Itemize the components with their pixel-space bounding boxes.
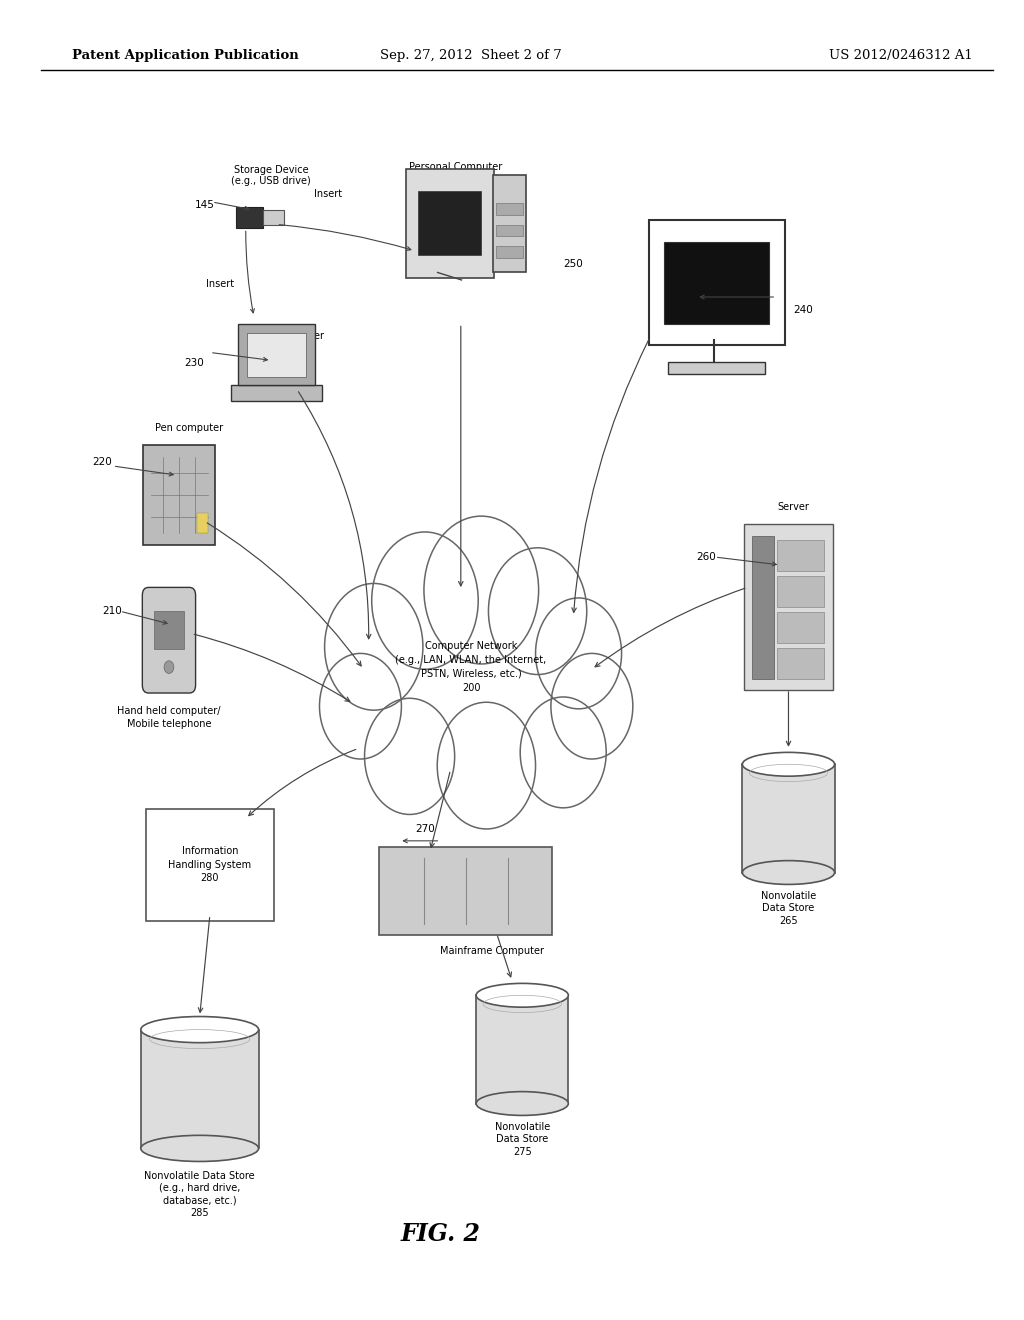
Ellipse shape — [476, 983, 568, 1007]
Text: Information
Handling System
280: Information Handling System 280 — [168, 846, 252, 883]
Text: Sep. 27, 2012  Sheet 2 of 7: Sep. 27, 2012 Sheet 2 of 7 — [380, 49, 562, 62]
Text: Workstation: Workstation — [688, 220, 745, 231]
Circle shape — [488, 548, 587, 675]
Circle shape — [325, 583, 423, 710]
Text: Nonvolatile
Data Store
265: Nonvolatile Data Store 265 — [761, 891, 816, 925]
Text: Personal Computer: Personal Computer — [409, 161, 503, 172]
Text: FIG. 2: FIG. 2 — [400, 1222, 480, 1246]
Text: 250: 250 — [563, 259, 583, 269]
FancyBboxPatch shape — [497, 203, 523, 215]
Text: Nonvolatile Data Store
(e.g., hard drive,
database, etc.)
285: Nonvolatile Data Store (e.g., hard drive… — [144, 1171, 255, 1218]
FancyBboxPatch shape — [668, 362, 765, 375]
Text: 230: 230 — [184, 358, 204, 368]
Text: Pen computer: Pen computer — [156, 422, 223, 433]
FancyBboxPatch shape — [744, 524, 833, 690]
FancyBboxPatch shape — [143, 445, 215, 545]
Text: Nonvolatile
Data Store
275: Nonvolatile Data Store 275 — [495, 1122, 550, 1156]
Circle shape — [372, 532, 478, 669]
Text: 270: 270 — [415, 824, 435, 834]
Ellipse shape — [742, 752, 835, 776]
Circle shape — [319, 653, 401, 759]
Circle shape — [536, 598, 622, 709]
Text: Server: Server — [777, 502, 810, 512]
FancyBboxPatch shape — [145, 808, 273, 921]
Text: Storage Device
(e.g., USB drive): Storage Device (e.g., USB drive) — [231, 165, 311, 186]
Text: Mainframe Computer: Mainframe Computer — [439, 946, 544, 957]
Text: 145: 145 — [195, 199, 214, 210]
Text: Laptop computer: Laptop computer — [240, 330, 324, 341]
Ellipse shape — [742, 861, 835, 884]
FancyBboxPatch shape — [494, 174, 526, 272]
Text: Insert: Insert — [206, 279, 234, 289]
FancyBboxPatch shape — [247, 333, 306, 376]
FancyBboxPatch shape — [649, 220, 784, 345]
Text: 220: 220 — [92, 457, 112, 467]
Circle shape — [424, 516, 539, 664]
Text: 240: 240 — [794, 305, 813, 315]
FancyBboxPatch shape — [742, 764, 835, 873]
FancyBboxPatch shape — [155, 611, 183, 649]
Ellipse shape — [141, 1135, 258, 1162]
Text: 210: 210 — [102, 606, 122, 616]
FancyBboxPatch shape — [141, 1030, 258, 1148]
FancyBboxPatch shape — [497, 224, 523, 236]
FancyBboxPatch shape — [236, 207, 263, 228]
Ellipse shape — [476, 1092, 568, 1115]
FancyBboxPatch shape — [777, 648, 823, 678]
FancyBboxPatch shape — [497, 246, 523, 257]
Ellipse shape — [141, 1016, 258, 1043]
Circle shape — [164, 661, 174, 673]
Text: Insert: Insert — [313, 189, 342, 199]
FancyBboxPatch shape — [665, 242, 769, 323]
Circle shape — [520, 697, 606, 808]
Text: 260: 260 — [696, 552, 716, 562]
FancyBboxPatch shape — [777, 540, 823, 572]
Circle shape — [365, 698, 455, 814]
FancyBboxPatch shape — [752, 536, 774, 678]
FancyBboxPatch shape — [239, 325, 314, 385]
Text: Computer Network
(e.g., LAN, WLAN, the Internet,
PSTN, Wireless, etc.)
200: Computer Network (e.g., LAN, WLAN, the I… — [395, 640, 547, 693]
Circle shape — [437, 702, 536, 829]
FancyBboxPatch shape — [379, 847, 553, 935]
FancyBboxPatch shape — [777, 576, 823, 607]
Circle shape — [551, 653, 633, 759]
FancyBboxPatch shape — [263, 210, 285, 226]
Text: US 2012/0246312 A1: US 2012/0246312 A1 — [829, 49, 973, 62]
FancyBboxPatch shape — [406, 169, 494, 277]
Text: Hand held computer/
Mobile telephone: Hand held computer/ Mobile telephone — [117, 706, 221, 729]
FancyBboxPatch shape — [777, 612, 823, 643]
Text: Patent Application Publication: Patent Application Publication — [72, 49, 298, 62]
FancyBboxPatch shape — [418, 191, 481, 255]
FancyBboxPatch shape — [476, 995, 568, 1104]
FancyBboxPatch shape — [231, 385, 322, 401]
FancyBboxPatch shape — [142, 587, 196, 693]
FancyBboxPatch shape — [197, 513, 209, 533]
